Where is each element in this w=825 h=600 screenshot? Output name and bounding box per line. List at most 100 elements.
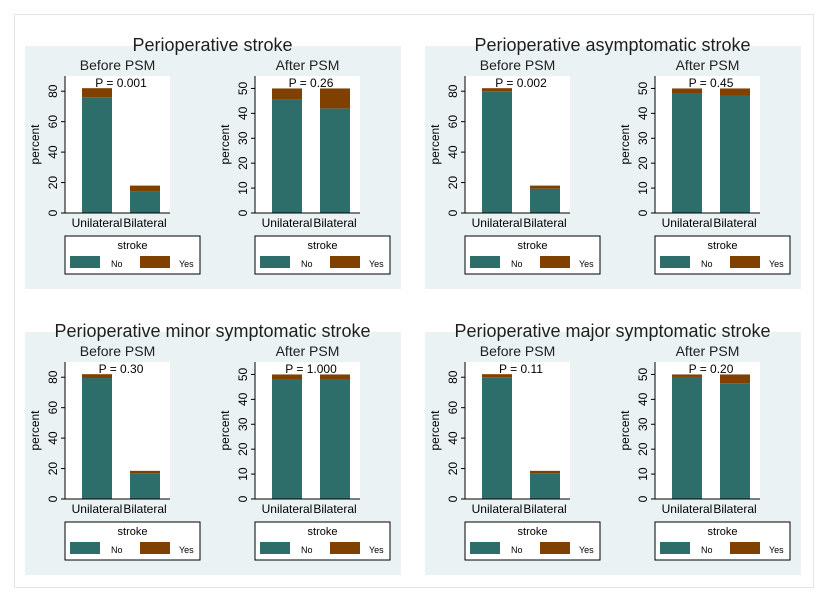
- subplot-before-psm: Before PSM Unilateral Bilateral P = 0.30 0 20…: [28, 343, 170, 516]
- legend-swatch-no: [470, 256, 500, 268]
- legend-title: stroke: [518, 526, 548, 538]
- bar-unilateral-no: [272, 99, 302, 213]
- legend-swatch-no: [260, 542, 290, 554]
- x-tick-label: Bilateral: [123, 502, 166, 516]
- bar-unilateral-no: [272, 379, 302, 499]
- y-tick-label: 0: [636, 495, 650, 502]
- y-tick-label: 10: [636, 181, 650, 195]
- subplot-after-psm: After PSM Unilateral Bilateral P = 1.000 0 10…: [218, 343, 360, 516]
- legend-swatch-yes: [540, 542, 570, 554]
- legend-label-yes: Yes: [579, 259, 594, 269]
- x-tick-label: Unilateral: [72, 216, 123, 230]
- y-tick-label: 40: [636, 106, 650, 120]
- y-tick-label: 40: [446, 145, 460, 159]
- panel-title: Perioperative stroke: [132, 35, 293, 55]
- bar-bilateral-yes: [130, 470, 160, 474]
- legend-label-no: No: [301, 545, 313, 555]
- bar-bilateral-no: [130, 473, 160, 499]
- y-tick-label: 0: [46, 209, 60, 216]
- legend-label-yes: Yes: [769, 545, 784, 555]
- p-value-label: P = 0.26: [289, 76, 334, 90]
- panel-0: Perioperative stroke Before PSM Unilatera…: [15, 15, 410, 299]
- legend-label-yes: Yes: [369, 545, 384, 555]
- y-tick-label: 60: [46, 115, 60, 129]
- y-axis-label: percent: [618, 124, 632, 165]
- legend: stroke No Yes: [464, 235, 601, 275]
- legend-swatch-yes: [140, 542, 170, 554]
- y-tick-label: 20: [636, 442, 650, 456]
- y-tick-label: 30: [636, 417, 650, 431]
- bar-bilateral-yes: [130, 185, 160, 192]
- subplot-after-psm: After PSM Unilateral Bilateral P = 0.20 0 10 2…: [618, 343, 760, 516]
- x-tick-label: Bilateral: [123, 216, 166, 230]
- legend-label-no: No: [301, 259, 313, 269]
- x-tick-label: Bilateral: [713, 216, 756, 230]
- y-tick-label: 0: [236, 495, 250, 502]
- p-value-label: P = 0.002: [495, 76, 547, 90]
- x-tick-label: Bilateral: [523, 502, 566, 516]
- legend-label-yes: Yes: [179, 545, 194, 555]
- bar-unilateral-yes: [272, 374, 302, 380]
- subplot-title: After PSM: [276, 343, 340, 359]
- bar-bilateral-yes: [530, 185, 560, 189]
- x-tick-label: Unilateral: [72, 502, 123, 516]
- y-tick-label: 10: [236, 467, 250, 481]
- y-tick-label: 80: [46, 84, 60, 98]
- y-tick-label: 60: [446, 115, 460, 129]
- legend-title: stroke: [708, 526, 738, 538]
- y-tick-label: 20: [46, 462, 60, 476]
- y-tick-label: 40: [236, 392, 250, 406]
- bar-unilateral-yes: [482, 374, 512, 378]
- legend-title: stroke: [118, 240, 148, 252]
- x-tick-label: Unilateral: [262, 216, 313, 230]
- y-tick-label: 60: [446, 401, 460, 415]
- y-tick-label: 40: [236, 106, 250, 120]
- legend-label-yes: Yes: [769, 259, 784, 269]
- legend-label-yes: Yes: [369, 259, 384, 269]
- p-value-label: P = 0.11: [499, 362, 543, 376]
- bar-bilateral-yes: [530, 470, 560, 474]
- bar-bilateral-yes: [320, 374, 350, 380]
- subplot-title: Before PSM: [480, 343, 555, 359]
- y-tick-label: 20: [46, 176, 60, 190]
- legend: stroke No Yes: [254, 521, 391, 561]
- legend-swatch-no: [660, 256, 690, 268]
- y-tick-label: 80: [46, 370, 60, 384]
- bar-bilateral-yes: [320, 88, 350, 109]
- legend-title: stroke: [308, 526, 338, 538]
- y-tick-label: 20: [236, 442, 250, 456]
- y-axis-label: percent: [428, 124, 442, 165]
- bar-bilateral-no: [320, 379, 350, 499]
- bar-unilateral-yes: [672, 374, 702, 377]
- y-tick-label: 40: [636, 392, 650, 406]
- y-tick-label: 0: [636, 209, 650, 216]
- x-tick-label: Bilateral: [523, 216, 566, 230]
- bar-unilateral-yes: [82, 88, 112, 98]
- legend-label-yes: Yes: [179, 259, 194, 269]
- x-tick-label: Unilateral: [262, 502, 313, 516]
- y-axis-label: percent: [218, 410, 232, 451]
- legend: stroke No Yes: [254, 235, 391, 275]
- y-tick-label: 80: [446, 370, 460, 384]
- x-tick-label: Unilateral: [472, 216, 523, 230]
- x-tick-label: Unilateral: [662, 216, 713, 230]
- legend-swatch-no: [70, 542, 100, 554]
- x-tick-label: Bilateral: [313, 502, 356, 516]
- subplot-before-psm: Before PSM Unilateral Bilateral P = 0.002 0 2…: [428, 57, 570, 230]
- y-tick-label: 20: [446, 462, 460, 476]
- y-tick-label: 30: [636, 131, 650, 145]
- legend-label-yes: Yes: [579, 545, 594, 555]
- subplot-title: Before PSM: [80, 343, 155, 359]
- bar-unilateral-yes: [82, 374, 112, 378]
- panel-title: Perioperative asymptomatic stroke: [474, 35, 751, 55]
- y-axis-label: percent: [428, 410, 442, 451]
- legend-swatch-yes: [330, 256, 360, 268]
- bar-unilateral-yes: [672, 88, 702, 94]
- y-tick-label: 40: [446, 431, 460, 445]
- bar-bilateral-no: [530, 188, 560, 213]
- p-value-label: P = 0.45: [689, 76, 734, 90]
- x-tick-label: Bilateral: [313, 216, 356, 230]
- legend-swatch-yes: [730, 256, 760, 268]
